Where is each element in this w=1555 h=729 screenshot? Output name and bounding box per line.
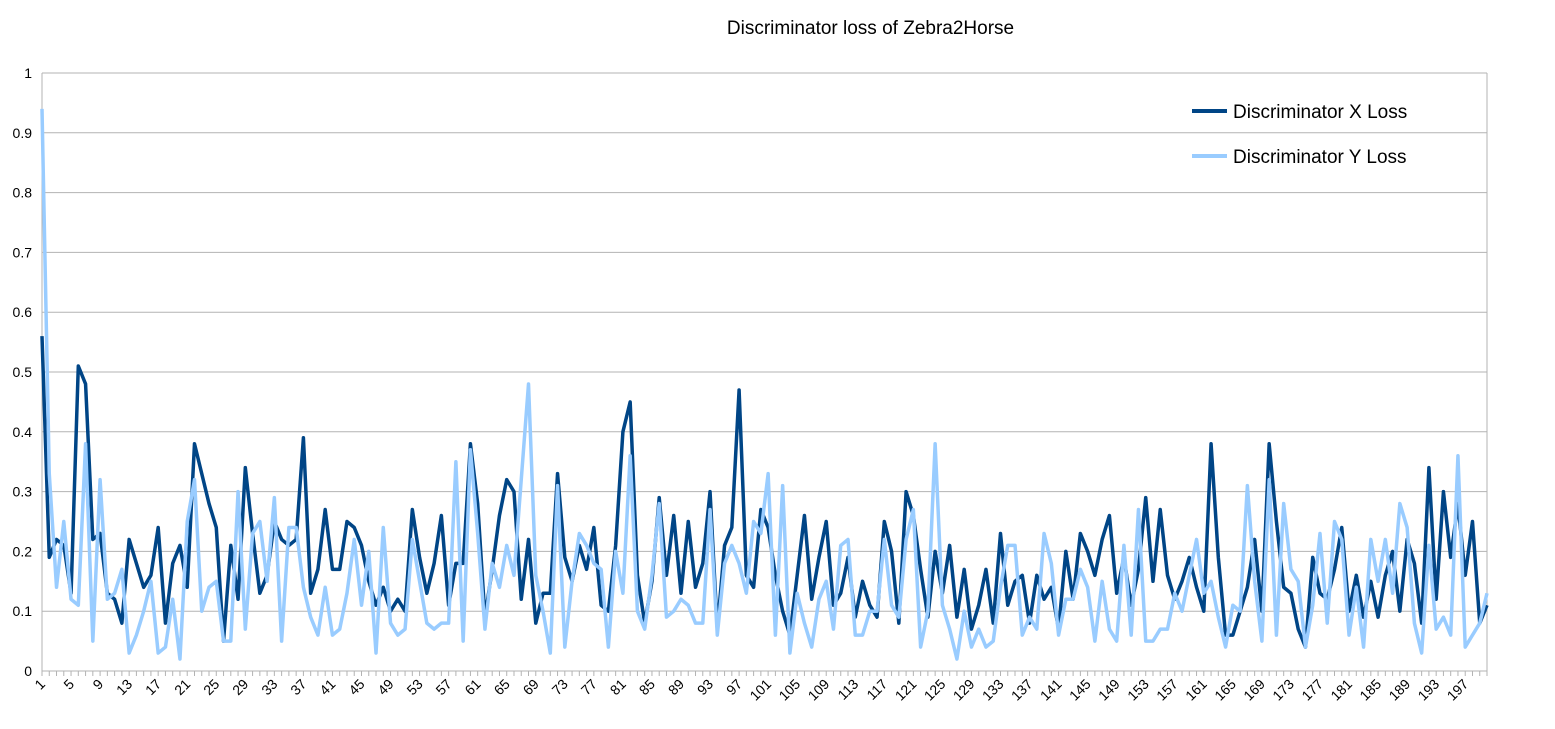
y-tick-label: 0.1 — [13, 603, 33, 619]
x-tick-label: 149 — [1095, 676, 1123, 704]
x-tick-label: 121 — [892, 676, 920, 704]
x-tick-label: 137 — [1008, 676, 1036, 704]
x-tick-label: 45 — [345, 676, 367, 698]
x-tick-label: 193 — [1414, 676, 1442, 704]
x-tick-label: 181 — [1327, 676, 1355, 704]
y-tick-label: 0.5 — [13, 364, 33, 380]
x-tick-label: 197 — [1444, 676, 1472, 704]
x-tick-label: 177 — [1298, 676, 1326, 704]
y-tick-label: 0.3 — [13, 484, 33, 500]
x-tick-label: 17 — [142, 676, 164, 698]
legend-label: Discriminator Y Loss — [1233, 147, 1407, 168]
x-tick-label: 49 — [374, 676, 396, 698]
x-tick-label: 165 — [1211, 676, 1239, 704]
x-tick-label: 25 — [200, 676, 222, 698]
x-tick-label: 73 — [549, 676, 571, 698]
x-tick-label: 125 — [921, 676, 949, 704]
x-tick-label: 133 — [979, 676, 1007, 704]
y-tick-label: 0.2 — [13, 543, 33, 559]
x-tick-label: 185 — [1356, 676, 1384, 704]
x-tick-label: 5 — [60, 676, 77, 693]
x-tick-label: 89 — [665, 676, 687, 698]
x-tick-label: 81 — [607, 676, 629, 698]
x-tick-label: 9 — [89, 676, 106, 693]
x-tick-label: 101 — [746, 676, 774, 704]
x-tick-label: 29 — [229, 676, 251, 698]
y-tick-label: 0 — [24, 663, 32, 679]
y-tick-label: 0.8 — [13, 185, 33, 201]
x-tick-label: 145 — [1066, 676, 1094, 704]
series-line-y-loss — [40, 108, 1489, 661]
x-tick-label: 85 — [636, 676, 658, 698]
x-tick-label: 105 — [775, 676, 803, 704]
series-lines — [40, 108, 1489, 661]
x-tick-label: 173 — [1269, 676, 1297, 704]
series-line-x-loss — [40, 336, 1489, 649]
y-tick-label: 0.7 — [13, 244, 33, 260]
x-tick-label: 77 — [578, 676, 600, 698]
legend: Discriminator X Loss Discriminator Y Loss — [1192, 102, 1407, 168]
x-tick-label: 1 — [31, 676, 48, 693]
x-tick-label: 97 — [723, 676, 745, 698]
x-tick-label: 129 — [950, 676, 978, 704]
x-tick-label: 113 — [834, 676, 861, 703]
x-tick-label: 141 — [1037, 676, 1065, 704]
x-tick-label: 53 — [403, 676, 425, 698]
x-tick-label: 169 — [1240, 676, 1268, 704]
x-tick-label: 93 — [694, 676, 716, 698]
x-tick-label: 57 — [432, 676, 454, 698]
x-tick-label: 33 — [258, 676, 280, 698]
y-tick-label: 0.6 — [13, 304, 33, 320]
x-tick-label: 153 — [1124, 676, 1152, 704]
x-tick-label: 109 — [805, 676, 833, 704]
x-tick-label: 21 — [171, 676, 193, 698]
x-tick-label: 157 — [1153, 676, 1181, 704]
y-tick-label: 0.9 — [13, 125, 33, 141]
legend-label: Discriminator X Loss — [1233, 102, 1407, 123]
x-tick-label: 161 — [1182, 676, 1210, 704]
x-tick-label: 37 — [287, 676, 309, 698]
x-tick-label: 65 — [491, 676, 513, 698]
x-tick-label: 69 — [520, 676, 542, 698]
x-tick-label: 13 — [113, 676, 135, 698]
x-tick-label: 189 — [1385, 676, 1413, 704]
x-tick-label: 117 — [863, 676, 890, 703]
y-tick-label: 0.4 — [13, 424, 33, 440]
x-tick-label: 41 — [316, 676, 338, 698]
chart-title: Discriminator loss of Zebra2Horse — [726, 18, 1015, 39]
x-tick-label: 61 — [461, 676, 483, 698]
y-tick-label: 1 — [24, 65, 32, 81]
